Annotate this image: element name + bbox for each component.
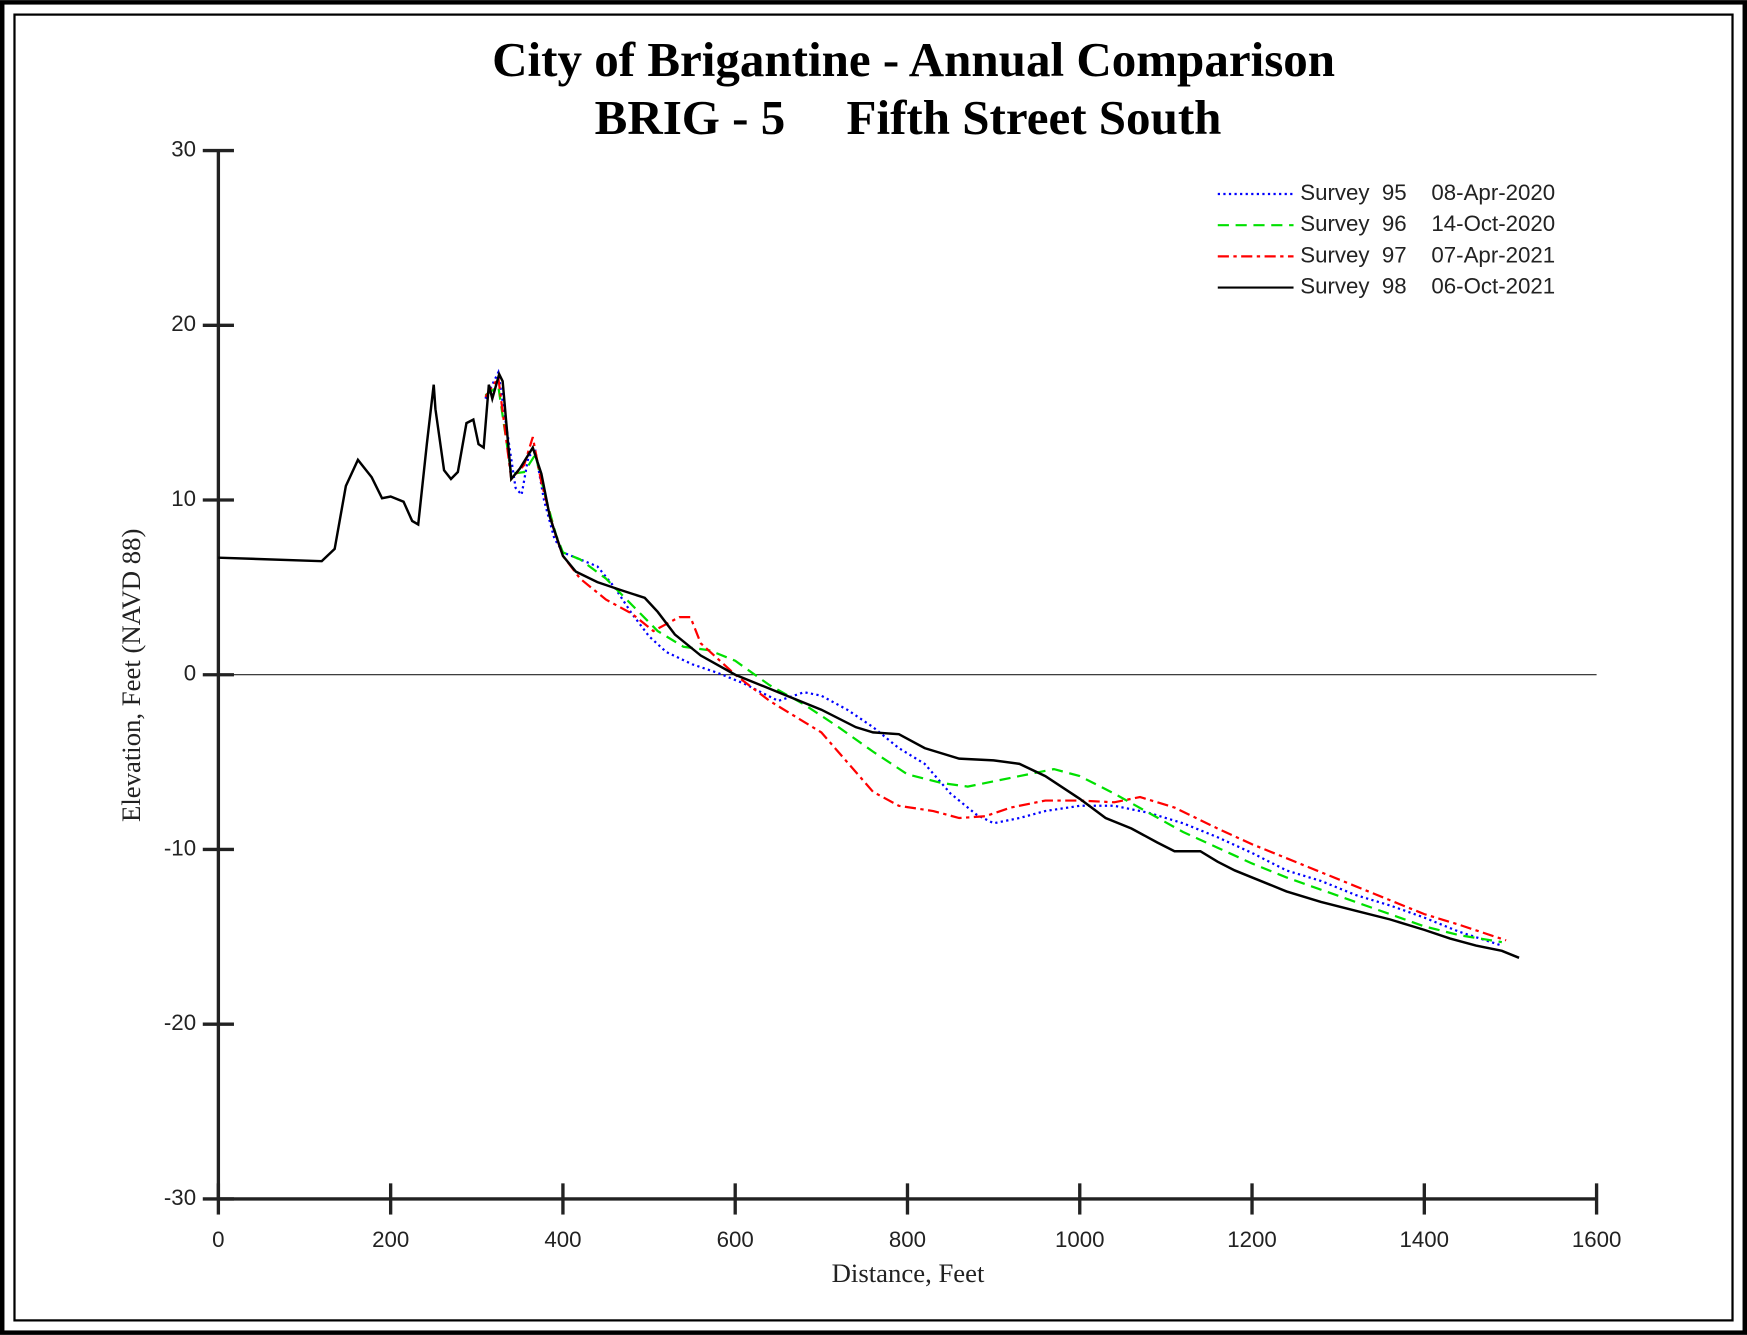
x-axis-label: Distance, Feet xyxy=(832,1258,985,1288)
series-line xyxy=(218,370,1520,959)
legend-label: Survey 98 06-Oct-2021 xyxy=(1300,273,1555,298)
y-tick-label: -20 xyxy=(164,1010,196,1035)
y-tick-label: -30 xyxy=(164,1185,196,1210)
series-line xyxy=(484,384,1503,944)
chart-title: City of Brigantine - Annual Comparison xyxy=(492,32,1335,87)
x-tick-label: 400 xyxy=(544,1227,581,1252)
x-tick-label: 800 xyxy=(889,1227,926,1252)
x-tick-label: 200 xyxy=(372,1227,409,1252)
y-tick-label: -10 xyxy=(164,835,196,860)
x-tick-label: 600 xyxy=(717,1227,754,1252)
x-tick-label: 1200 xyxy=(1227,1227,1277,1252)
legend-label: Survey 97 07-Apr-2021 xyxy=(1300,242,1555,267)
series-line xyxy=(484,368,1503,947)
y-tick-label: 10 xyxy=(171,486,196,511)
y-tick-label: 0 xyxy=(184,661,196,686)
y-tick-label: 20 xyxy=(171,311,196,336)
x-tick-label: 0 xyxy=(212,1227,224,1252)
inner-frame xyxy=(13,13,1734,1322)
x-tick-label: 1400 xyxy=(1400,1227,1450,1252)
chart-subtitle: BRIG - 5 Fifth Street South xyxy=(595,90,1222,145)
x-tick-label: 1600 xyxy=(1572,1227,1622,1252)
y-tick-label: 30 xyxy=(171,136,196,161)
legend-label: Survey 96 14-Oct-2020 xyxy=(1300,211,1555,236)
series-line xyxy=(484,374,1507,942)
legend-label: Survey 95 08-Apr-2020 xyxy=(1300,180,1555,205)
x-tick-label: 1000 xyxy=(1055,1227,1105,1252)
y-axis-label: Elevation, Feet (NAVD 88) xyxy=(116,529,146,822)
